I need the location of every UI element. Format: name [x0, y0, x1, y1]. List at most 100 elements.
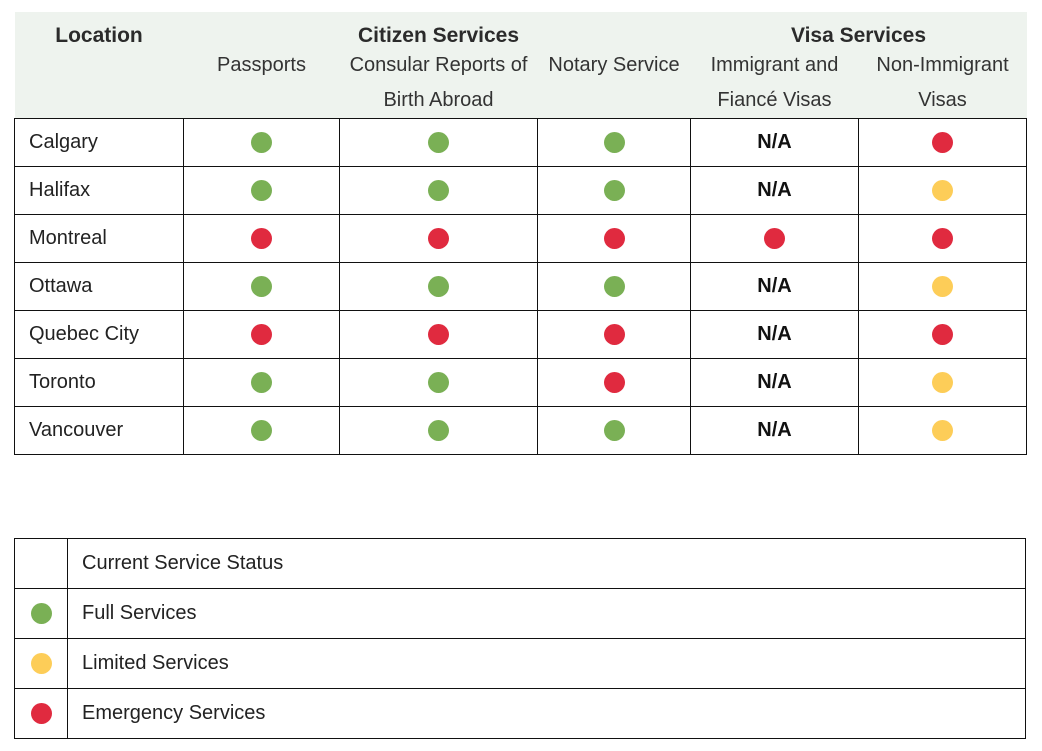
status-emergency-icon	[603, 372, 625, 394]
location-cell: Ottawa	[14, 262, 184, 311]
status-cell	[857, 406, 1028, 455]
status-cell	[690, 214, 859, 263]
legend-title: Current Service Status	[67, 538, 1026, 589]
status-cell	[339, 262, 538, 311]
status-cell	[537, 406, 691, 455]
status-cell	[857, 214, 1028, 263]
status-cell	[183, 166, 340, 215]
status-cell	[183, 214, 340, 263]
status-cell	[537, 310, 691, 359]
table-row: Calgary N/A	[14, 118, 1028, 167]
status-full-icon	[428, 180, 449, 202]
status-limited-icon	[932, 180, 953, 202]
status-full-icon	[603, 180, 625, 202]
visa-services-header: Visa Services	[690, 12, 1027, 48]
legend-label: Full Services	[67, 588, 1026, 639]
table-row: Ottawa N/A	[14, 262, 1028, 311]
status-full-icon	[251, 420, 272, 442]
status-full-icon	[251, 372, 272, 394]
not-applicable-cell: N/A	[690, 166, 859, 215]
location-cell: Calgary	[14, 118, 184, 167]
status-cell	[857, 358, 1028, 407]
status-cell	[183, 118, 340, 167]
status-emergency-icon	[764, 228, 785, 250]
status-emergency-icon	[932, 132, 953, 154]
status-cell	[857, 310, 1028, 359]
column-header-non-immigrant-visas: Non-Immigrant Visas	[858, 48, 1027, 119]
header-column-row: Passports Consular Reports of Birth Abro…	[14, 48, 1027, 119]
legend-symbol-cell	[14, 638, 68, 689]
column-header-notary-service: Notary Service	[537, 48, 691, 119]
status-cell	[339, 214, 538, 263]
status-cell	[857, 262, 1028, 311]
legend-row: Limited Services	[14, 638, 1026, 689]
status-full-icon	[428, 132, 449, 154]
status-full-icon	[603, 132, 625, 154]
status-limited-icon	[932, 276, 953, 298]
table-row: Montreal	[14, 214, 1028, 263]
status-cell	[537, 358, 691, 407]
status-full-icon	[603, 276, 625, 298]
status-emergency-icon	[428, 228, 449, 250]
status-full-icon	[251, 276, 272, 298]
table-row: Quebec City N/A	[14, 310, 1028, 359]
legend-body: Current Service Status Full Services Limi…	[14, 538, 1026, 739]
status-cell	[857, 166, 1028, 215]
status-table-body: Calgary N/A Halifax N/A Montreal Ottawa N/A Que…	[14, 118, 1028, 455]
legend-label: Limited Services	[67, 638, 1026, 689]
status-full-icon	[428, 372, 449, 394]
status-cell	[339, 118, 538, 167]
status-emergency-icon	[251, 324, 272, 346]
legend-table: Current Service Status Full Services Limi…	[14, 538, 1026, 739]
status-emergency-icon	[603, 324, 625, 346]
not-applicable-cell: N/A	[690, 262, 859, 311]
table-row: Vancouver N/A	[14, 406, 1028, 455]
not-applicable-cell: N/A	[690, 310, 859, 359]
status-cell	[339, 166, 538, 215]
status-full-icon	[251, 132, 272, 154]
status-cell	[537, 166, 691, 215]
legend-row: Full Services	[14, 588, 1026, 639]
location-cell: Quebec City	[14, 310, 184, 359]
legend-row: Emergency Services	[14, 688, 1026, 739]
not-applicable-cell: N/A	[690, 118, 859, 167]
column-header-immigrant-visas: Immigrant and Fiancé Visas	[690, 48, 859, 119]
location-cell: Toronto	[14, 358, 184, 407]
column-header-passports: Passports	[183, 48, 340, 119]
status-emergency-icon	[932, 324, 953, 346]
status-limited-icon	[932, 420, 953, 442]
status-emergency-icon	[932, 228, 953, 250]
status-cell	[339, 358, 538, 407]
status-cell	[537, 118, 691, 167]
table-row: Toronto N/A	[14, 358, 1028, 407]
status-cell	[537, 262, 691, 311]
location-cell: Montreal	[14, 214, 184, 263]
status-limited-icon	[932, 372, 953, 394]
status-full-icon	[251, 180, 272, 202]
status-full-icon	[30, 603, 52, 625]
service-status-table: Location Citizen Services Visa Services …	[14, 12, 1028, 455]
status-emergency-icon	[30, 703, 52, 725]
status-cell	[339, 406, 538, 455]
status-emergency-icon	[603, 228, 625, 250]
status-cell	[339, 310, 538, 359]
status-cell	[183, 262, 340, 311]
status-cell	[857, 118, 1028, 167]
legend-symbol-cell	[14, 688, 68, 739]
status-cell	[537, 214, 691, 263]
not-applicable-cell: N/A	[690, 406, 859, 455]
header-group-row: Location Citizen Services Visa Services	[14, 12, 1027, 48]
status-full-icon	[428, 420, 449, 442]
status-emergency-icon	[251, 228, 272, 250]
status-full-icon	[603, 420, 625, 442]
status-cell	[183, 406, 340, 455]
citizen-services-header: Citizen Services	[339, 12, 538, 48]
legend-header-row: Current Service Status	[14, 538, 1026, 589]
status-full-icon	[428, 276, 449, 298]
status-cell	[183, 358, 340, 407]
table-row: Halifax N/A	[14, 166, 1028, 215]
status-cell	[183, 310, 340, 359]
column-header-consular-reports: Consular Reports of Birth Abroad	[339, 48, 538, 119]
legend-label: Emergency Services	[67, 688, 1026, 739]
not-applicable-cell: N/A	[690, 358, 859, 407]
